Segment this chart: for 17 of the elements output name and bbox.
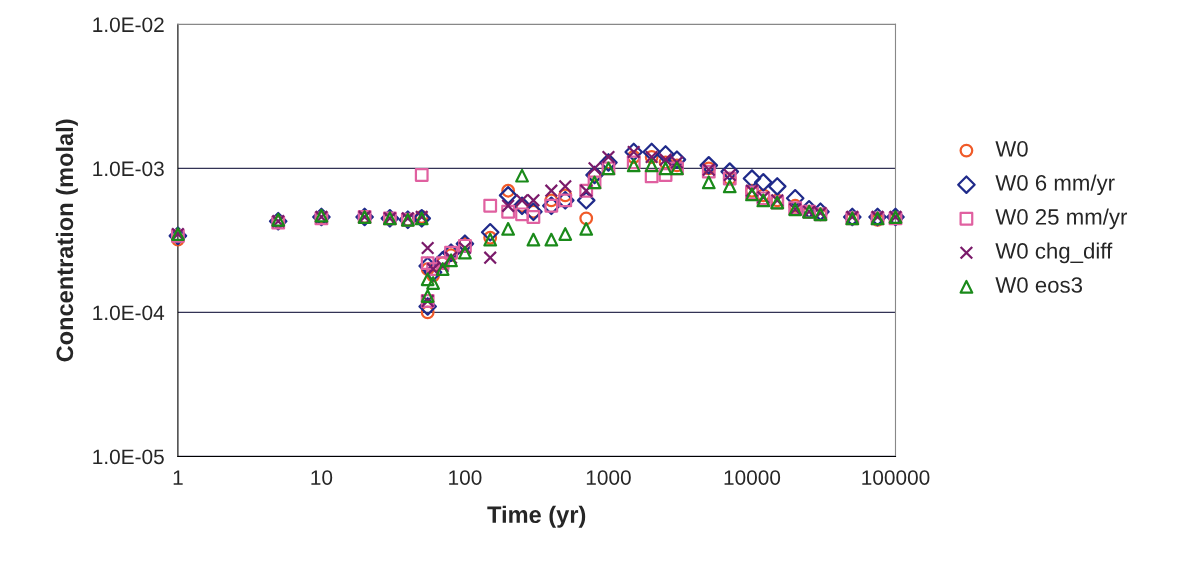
x-axis-title: Time (yr) [487,505,586,528]
legend-label: W0 25 mm/yr [995,208,1128,230]
legend-label: W0 6 mm/yr [995,174,1115,196]
legend-label: W0 [995,140,1028,157]
legend-label: W0 eos3 [995,277,1083,293]
x-tick-label: 1000 [586,470,631,485]
y-tick-label: 1.0E-04 [93,305,165,321]
y-tick-label: 1.0E-05 [93,449,164,465]
x-tick-label: 10000 [724,470,781,485]
x-tick-label: 100000 [862,470,930,485]
y-tick-label: 1.0E-03 [93,161,164,177]
x-tick-label: 1 [173,470,183,485]
y-axis-title: Concentration (molal) [55,119,78,362]
x-tick-label: 100 [449,470,482,485]
legend-label: W0 chg_diff [995,242,1113,264]
y-tick-label: 1.0E-02 [93,17,164,33]
x-tick-label: 10 [311,470,333,485]
